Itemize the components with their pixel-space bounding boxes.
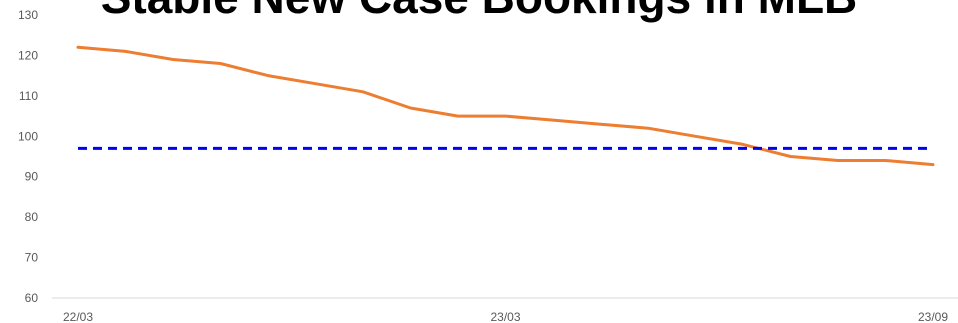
x-tick-label: 23/09 [918, 310, 948, 323]
x-tick-label: 23/03 [490, 310, 520, 323]
y-tick-label: 60 [25, 291, 39, 305]
chart-title: Stable New Case Bookings in MLB [0, 0, 958, 20]
y-tick-label: 90 [25, 170, 39, 184]
y-tick-label: 100 [18, 129, 38, 143]
y-tick-label: 120 [18, 48, 38, 62]
y-tick-label: 80 [25, 210, 39, 224]
y-tick-label: 130 [18, 8, 38, 22]
y-tick-label: 70 [25, 251, 39, 265]
series-line [76, 45, 935, 167]
x-tick-label: 22/03 [63, 310, 93, 323]
y-tick-label: 110 [19, 89, 38, 103]
